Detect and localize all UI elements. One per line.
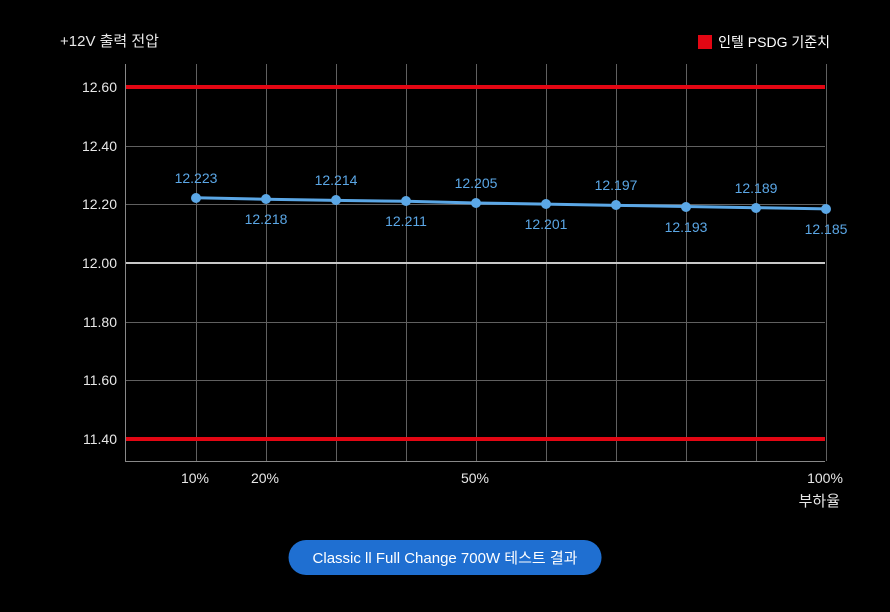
plot-area: 12.223 12.218 12.214 12.211 12.205 12.201 12.1… bbox=[125, 64, 825, 462]
data-point bbox=[821, 204, 831, 214]
reference-line bbox=[126, 85, 825, 89]
reference-line bbox=[126, 437, 825, 441]
y-tick-label: 12.40 bbox=[67, 138, 117, 154]
x-tick-label: 50% bbox=[461, 470, 489, 486]
data-label: 12.197 bbox=[595, 177, 638, 193]
y-tick-label: 12.20 bbox=[67, 196, 117, 212]
data-label: 12.205 bbox=[455, 175, 498, 191]
data-label: 12.189 bbox=[735, 180, 778, 196]
y-tick-label: 12.00 bbox=[67, 255, 117, 271]
data-point bbox=[401, 196, 411, 206]
y-tick-label: 11.80 bbox=[67, 314, 117, 330]
data-point bbox=[191, 193, 201, 203]
y-tick-label: 12.60 bbox=[67, 79, 117, 95]
data-label: 12.218 bbox=[245, 211, 288, 227]
voltage-chart: +12V 출력 전압 인텔 PSDG 기준치 12.223 12.218 12.21… bbox=[0, 0, 890, 612]
data-label: 12.223 bbox=[175, 170, 218, 186]
data-label: 12.193 bbox=[665, 219, 708, 235]
data-label: 12.211 bbox=[385, 213, 427, 229]
x-axis-title: 부하율 bbox=[799, 490, 840, 511]
gridline-v bbox=[826, 64, 827, 461]
data-label: 12.201 bbox=[525, 216, 568, 232]
data-point bbox=[331, 195, 341, 205]
legend-label: 인텔 PSDG 기준치 bbox=[718, 32, 830, 52]
center-line bbox=[126, 262, 825, 264]
y-axis-title: +12V 출력 전압 bbox=[60, 30, 159, 51]
x-tick-label: 100% bbox=[807, 470, 843, 486]
data-point bbox=[261, 194, 271, 204]
data-label: 12.214 bbox=[315, 172, 358, 188]
data-label: 12.185 bbox=[805, 221, 848, 237]
x-tick-label: 20% bbox=[251, 470, 279, 486]
data-point bbox=[681, 202, 691, 212]
legend: 인텔 PSDG 기준치 bbox=[698, 32, 830, 52]
data-point bbox=[751, 203, 761, 213]
data-point bbox=[471, 198, 481, 208]
y-tick-label: 11.40 bbox=[67, 431, 117, 447]
y-tick-label: 11.60 bbox=[67, 372, 117, 388]
data-point bbox=[541, 199, 551, 209]
data-point bbox=[611, 200, 621, 210]
x-tick-label: 10% bbox=[181, 470, 209, 486]
legend-swatch bbox=[698, 35, 712, 49]
caption: Classic ll Full Change 700W 테스트 결과 bbox=[289, 540, 602, 575]
